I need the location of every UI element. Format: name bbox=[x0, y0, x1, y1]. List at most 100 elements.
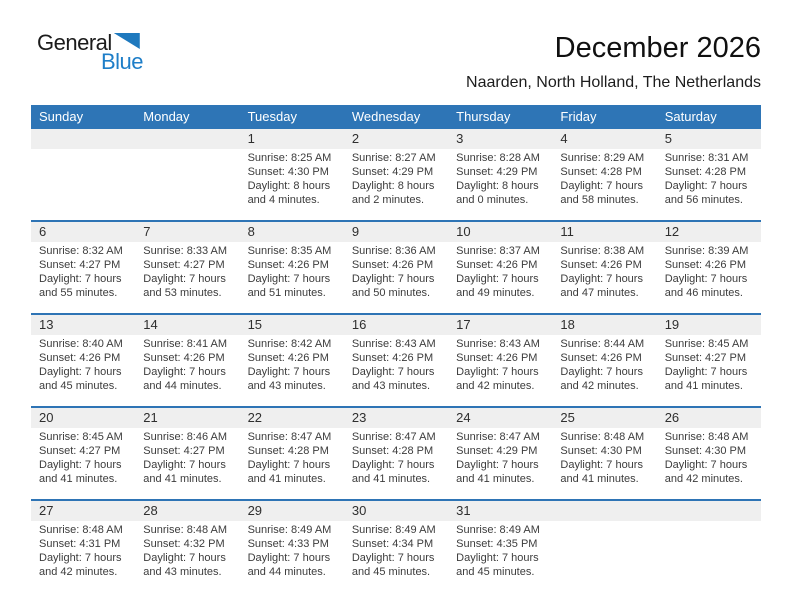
sunset-text: Sunset: 4:26 PM bbox=[247, 352, 329, 364]
weekday-header-cell: Saturday bbox=[664, 109, 717, 124]
sunset-text: Sunset: 4:29 PM bbox=[351, 166, 434, 178]
empty-day-cell bbox=[657, 521, 761, 592]
day-number: 27 bbox=[39, 503, 54, 518]
sunset-text: Sunset: 4:26 PM bbox=[664, 259, 747, 271]
day-details-row: Sunrise: 8:48 AM Sunset: 4:31 PM Daylight:… bbox=[31, 521, 761, 592]
sunrise-text: Sunrise: 8:49 AM bbox=[456, 524, 540, 536]
day-cell: Sunrise: 8:47 AM Sunset: 4:28 PM Daylight:… bbox=[240, 428, 344, 499]
sunrise-text: Sunrise: 8:45 AM bbox=[39, 431, 123, 443]
day-cell: Sunrise: 8:33 AM Sunset: 4:27 PM Daylight:… bbox=[135, 242, 239, 313]
daylight-text: Daylight: 7 hours and 53 minutes. bbox=[143, 273, 226, 299]
day-cell: Sunrise: 8:31 AM Sunset: 4:28 PM Daylight:… bbox=[657, 149, 761, 220]
weekday-header-cell: Sunday bbox=[39, 109, 84, 124]
day-number: 25 bbox=[560, 410, 575, 425]
daylight-text: Daylight: 7 hours and 41 minutes. bbox=[143, 459, 226, 485]
sunrise-text: Sunrise: 8:43 AM bbox=[351, 338, 436, 350]
week-row: 6 7 8 9 10 11 12 Sunrise: 8:32 AM Sunset: 4:27 P… bbox=[31, 220, 761, 313]
weekday-header-cell: Monday bbox=[143, 109, 190, 124]
day-number: 26 bbox=[664, 410, 680, 425]
day-number: 15 bbox=[247, 317, 263, 332]
sunrise-text: Sunrise: 8:49 AM bbox=[247, 524, 332, 536]
daylight-text: Daylight: 8 hours and 0 minutes. bbox=[456, 180, 539, 206]
empty-day-cell bbox=[552, 521, 656, 592]
sunrise-text: Sunrise: 8:36 AM bbox=[351, 245, 436, 257]
day-cell: Sunrise: 8:43 AM Sunset: 4:26 PM Daylight:… bbox=[448, 335, 552, 406]
title-block: December 2026 Naarden, North Holland, Th… bbox=[466, 30, 761, 92]
sunrise-text: Sunrise: 8:48 AM bbox=[143, 524, 228, 536]
sunset-text: Sunset: 4:35 PM bbox=[456, 538, 538, 550]
sunset-text: Sunset: 4:30 PM bbox=[247, 166, 329, 178]
day-number-strip: 1 2 3 4 5 bbox=[31, 129, 761, 149]
day-cell: Sunrise: 8:25 AM Sunset: 4:30 PM Daylight:… bbox=[240, 149, 344, 220]
week-row: 1 2 3 4 5 Sunrise: 8:25 AM Sunset: 4:30 PM Dayl… bbox=[31, 129, 761, 220]
day-number: 18 bbox=[560, 317, 575, 332]
sunset-text: Sunset: 4:26 PM bbox=[351, 259, 434, 271]
day-number: 10 bbox=[456, 224, 471, 239]
sunrise-text: Sunrise: 8:48 AM bbox=[39, 524, 123, 536]
day-cell: Sunrise: 8:43 AM Sunset: 4:26 PM Daylight:… bbox=[344, 335, 448, 406]
day-number: 21 bbox=[143, 410, 158, 425]
day-number: 3 bbox=[456, 131, 464, 146]
day-number: 16 bbox=[351, 317, 367, 332]
day-number: 4 bbox=[560, 131, 568, 146]
day-number-strip: 20 21 22 23 24 25 26 bbox=[31, 408, 761, 428]
day-number-strip: 27 28 29 30 31 bbox=[31, 501, 761, 521]
day-cell: Sunrise: 8:45 AM Sunset: 4:27 PM Daylight:… bbox=[31, 428, 135, 499]
sunset-text: Sunset: 4:28 PM bbox=[247, 445, 329, 457]
daylight-text: Daylight: 7 hours and 41 minutes. bbox=[247, 459, 331, 485]
day-number: 12 bbox=[664, 224, 680, 239]
daylight-text: Daylight: 7 hours and 47 minutes. bbox=[560, 273, 643, 299]
day-cell: Sunrise: 8:36 AM Sunset: 4:26 PM Daylight:… bbox=[344, 242, 448, 313]
sunset-text: Sunset: 4:26 PM bbox=[351, 352, 434, 364]
weekday-header-cell: Tuesday bbox=[247, 109, 297, 124]
daylight-text: Daylight: 7 hours and 41 minutes. bbox=[456, 459, 539, 485]
daylight-text: Daylight: 7 hours and 42 minutes. bbox=[664, 459, 748, 485]
day-number: 13 bbox=[39, 317, 54, 332]
sunset-text: Sunset: 4:33 PM bbox=[247, 538, 329, 550]
sunset-text: Sunset: 4:30 PM bbox=[560, 445, 642, 457]
sunrise-text: Sunrise: 8:29 AM bbox=[560, 152, 645, 164]
day-details-row: Sunrise: 8:25 AM Sunset: 4:30 PM Daylight:… bbox=[31, 149, 761, 220]
day-cell: Sunrise: 8:37 AM Sunset: 4:26 PM Daylight:… bbox=[448, 242, 552, 313]
day-cell: Sunrise: 8:48 AM Sunset: 4:32 PM Daylight:… bbox=[135, 521, 239, 592]
daylight-text: Daylight: 7 hours and 55 minutes. bbox=[39, 273, 122, 299]
day-cell: Sunrise: 8:48 AM Sunset: 4:30 PM Daylight:… bbox=[657, 428, 761, 499]
day-number: 19 bbox=[664, 317, 680, 332]
day-number: 22 bbox=[247, 410, 263, 425]
week-row: 27 28 29 30 31 Sunrise: 8:48 AM Sunset: 4:31 P… bbox=[31, 499, 761, 592]
daylight-text: Daylight: 7 hours and 50 minutes. bbox=[351, 273, 435, 299]
day-cell: Sunrise: 8:32 AM Sunset: 4:27 PM Daylight:… bbox=[31, 242, 135, 313]
day-cell: Sunrise: 8:42 AM Sunset: 4:26 PM Daylight:… bbox=[240, 335, 344, 406]
sunset-text: Sunset: 4:27 PM bbox=[39, 259, 121, 271]
location-subtitle: Naarden, North Holland, The Netherlands bbox=[466, 74, 761, 91]
day-cell: Sunrise: 8:29 AM Sunset: 4:28 PM Daylight:… bbox=[552, 149, 656, 220]
sunset-text: Sunset: 4:26 PM bbox=[247, 259, 329, 271]
sunrise-text: Sunrise: 8:27 AM bbox=[351, 152, 436, 164]
daylight-text: Daylight: 8 hours and 4 minutes. bbox=[247, 180, 331, 206]
empty-day-cell bbox=[135, 129, 239, 149]
sunrise-text: Sunrise: 8:47 AM bbox=[247, 431, 332, 443]
logo-triangle-icon bbox=[113, 33, 140, 49]
day-number: 6 bbox=[39, 224, 47, 239]
day-cell: Sunrise: 8:47 AM Sunset: 4:29 PM Daylight:… bbox=[448, 428, 552, 499]
sunset-text: Sunset: 4:28 PM bbox=[560, 166, 642, 178]
day-number: 14 bbox=[143, 317, 158, 332]
week-row: 13 14 15 16 17 18 19 Sunrise: 8:40 AM Sunset: 4:… bbox=[31, 313, 761, 406]
day-cell: Sunrise: 8:49 AM Sunset: 4:35 PM Daylight:… bbox=[448, 521, 552, 592]
daylight-text: Daylight: 7 hours and 56 minutes. bbox=[664, 180, 748, 206]
sunset-text: Sunset: 4:34 PM bbox=[351, 538, 434, 550]
week-row: 20 21 22 23 24 25 26 Sunrise: 8:45 AM Sunset: 4:… bbox=[31, 406, 761, 499]
sunset-text: Sunset: 4:29 PM bbox=[456, 166, 538, 178]
daylight-text: Daylight: 7 hours and 43 minutes. bbox=[143, 552, 226, 578]
weekday-header-cell: Friday bbox=[560, 109, 597, 124]
day-cell: Sunrise: 8:49 AM Sunset: 4:33 PM Daylight:… bbox=[240, 521, 344, 592]
day-number: 5 bbox=[664, 131, 672, 146]
day-details-row: Sunrise: 8:32 AM Sunset: 4:27 PM Daylight:… bbox=[31, 242, 761, 313]
page-header: General Blue December 2026 Naarden, Nort… bbox=[0, 0, 792, 92]
day-number-strip: 13 14 15 16 17 18 19 bbox=[31, 315, 761, 335]
sunrise-text: Sunrise: 8:39 AM bbox=[664, 245, 749, 257]
daylight-text: Daylight: 7 hours and 43 minutes. bbox=[351, 366, 435, 392]
sunrise-text: Sunrise: 8:47 AM bbox=[351, 431, 436, 443]
sunset-text: Sunset: 4:26 PM bbox=[560, 259, 642, 271]
